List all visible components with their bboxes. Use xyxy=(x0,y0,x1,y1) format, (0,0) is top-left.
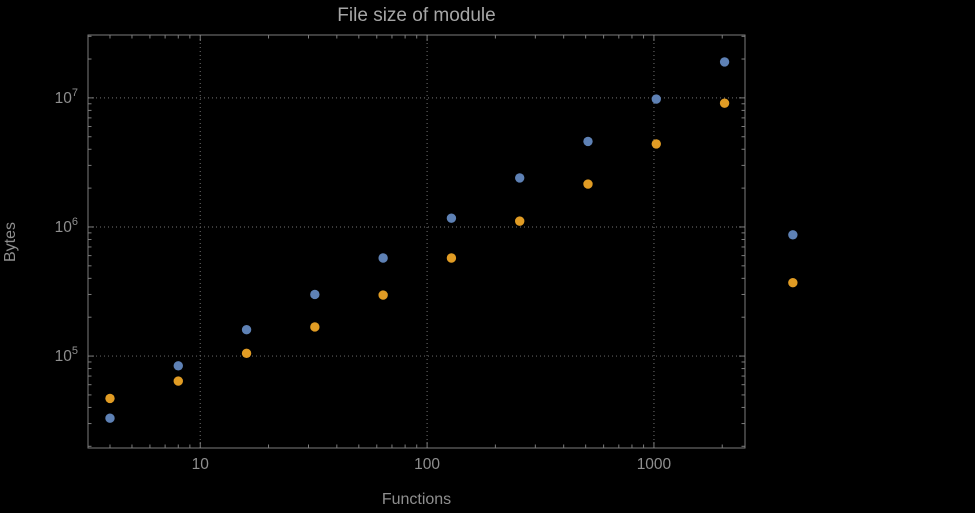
data-point-series-1 xyxy=(651,94,661,104)
data-point-series-2 xyxy=(446,253,457,263)
data-point-series-2 xyxy=(241,348,252,359)
data-point-series-1 xyxy=(446,213,457,223)
data-point-series-2 xyxy=(651,139,661,149)
data-point-series-1 xyxy=(310,289,320,300)
x-tick-label: 10 xyxy=(192,456,210,473)
data-point-series-1 xyxy=(378,253,388,263)
data-point-series-2 xyxy=(378,290,388,300)
x-tick-label: 1000 xyxy=(637,456,672,473)
y-tick-label: 107 xyxy=(55,87,78,107)
y-axis-label: Bytes xyxy=(2,221,19,262)
y-tick-label: 105 xyxy=(55,345,78,365)
data-point-series-1 xyxy=(173,361,183,371)
data-point-series-2 xyxy=(515,216,525,226)
x-axis-label: Functions xyxy=(381,491,452,508)
data-point-series-2 xyxy=(105,393,115,404)
data-point-series-2 xyxy=(310,322,320,332)
plot-frame xyxy=(87,34,746,449)
data-point-series-1 xyxy=(719,57,730,67)
data-point-series-2 xyxy=(788,278,798,288)
data-point-series-1 xyxy=(241,325,252,335)
data-point-series-1 xyxy=(583,136,593,147)
data-point-series-1 xyxy=(105,413,115,423)
chart-title: File size of module xyxy=(337,5,496,26)
data-point-series-1 xyxy=(788,230,798,240)
y-tick-label: 106 xyxy=(55,216,78,236)
data-point-series-2 xyxy=(173,376,183,386)
data-point-series-2 xyxy=(583,179,593,189)
x-tick-label: 100 xyxy=(414,456,440,473)
data-point-series-2 xyxy=(719,98,730,108)
data-point-series-1 xyxy=(515,173,525,183)
